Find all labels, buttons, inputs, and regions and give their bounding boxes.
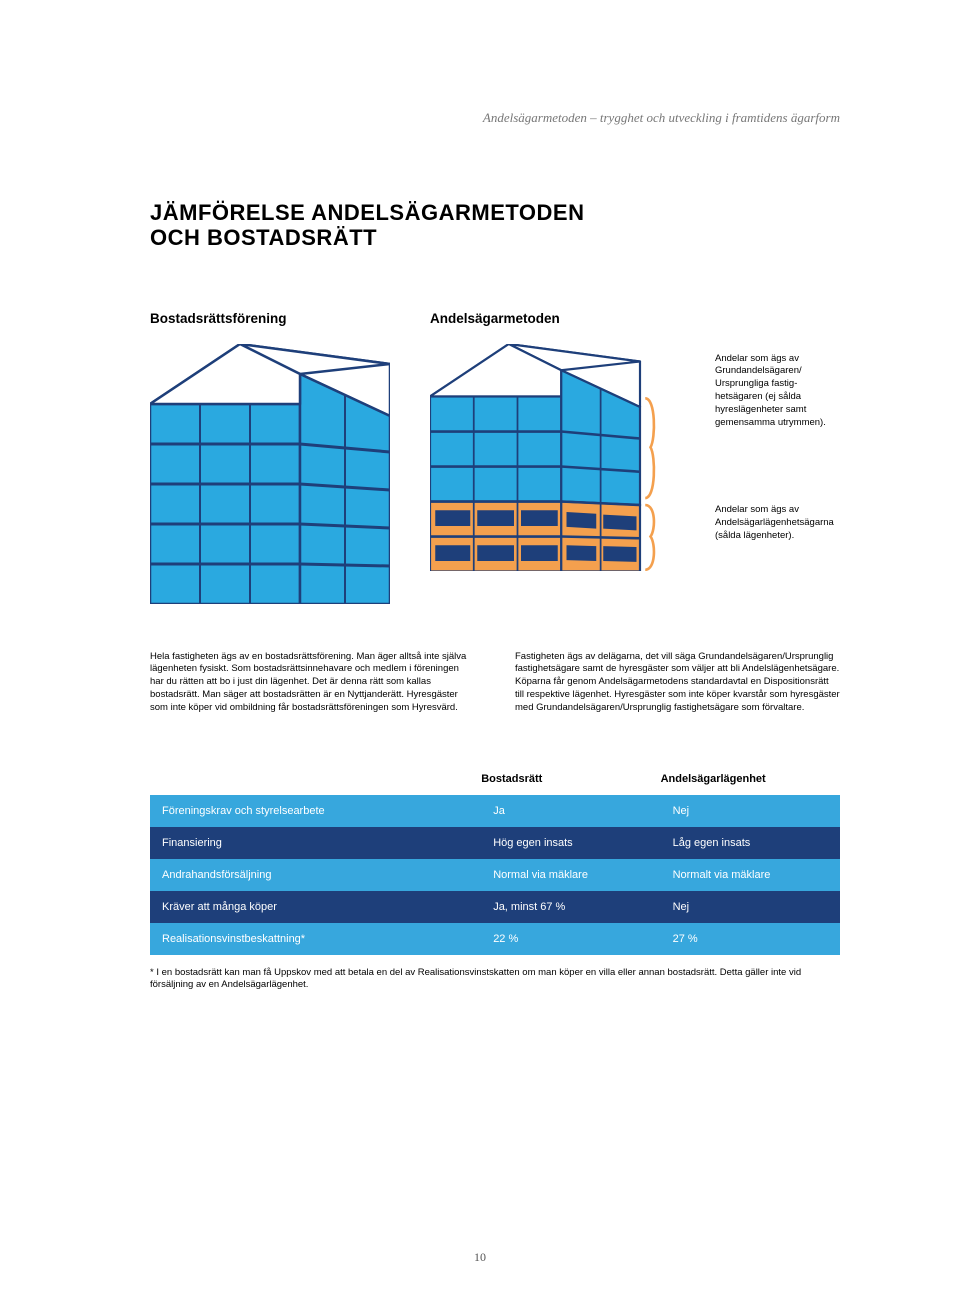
row-label: Finansiering	[150, 827, 481, 859]
table-row: Finansiering Hög egen insats Låg egen in…	[150, 827, 840, 859]
annotation-top: Andelar som ägs av Grundandelsägaren/ Ur…	[715, 353, 840, 430]
row-label: Kräver att många köper	[150, 891, 481, 923]
row-label: Föreningskrav och styrelsearbete	[150, 795, 481, 827]
row-c1: Hög egen insats	[481, 827, 660, 859]
row-c1: 22 %	[481, 923, 660, 955]
running-head: Andelsägarmetoden – trygghet och utveckl…	[483, 110, 840, 126]
building-illustration-2	[430, 344, 675, 572]
annotation-column: Andelar som ägs av Grundandelsägaren/ Ur…	[715, 311, 840, 609]
table-row: Kräver att många köper Ja, minst 67 % Ne…	[150, 891, 840, 923]
row-c1: Normal via mäklare	[481, 859, 660, 891]
col2-label: Andelsägarmetoden	[430, 311, 675, 326]
annotation-bottom: Andelar som ägs av Andelsägarlägenhets­ä…	[715, 504, 840, 542]
row-c2: Nej	[661, 795, 840, 827]
title-line-1: JÄMFÖRELSE ANDELSÄGARMETODEN	[150, 200, 584, 225]
table-footnote: * I en bostadsrätt kan man få Uppskov me…	[150, 967, 840, 993]
table-header-row: Bostadsrätt Andelsägarlägenhet	[150, 763, 840, 795]
description-right: Fastigheten ägs av delägarna, det vill s…	[515, 651, 840, 715]
comparison-table: Bostadsrätt Andelsägarlägenhet Förenings…	[150, 763, 840, 955]
row-c2: Låg egen insats	[661, 827, 840, 859]
description-left: Hela fastigheten ägs av en bostadsrättsf…	[150, 651, 475, 715]
table-head-col2: Andelsägarlägenhet	[661, 773, 840, 785]
building-illustration-1	[150, 344, 390, 604]
table-row: Andrahandsförsäljning Normal via mäklare…	[150, 859, 840, 891]
table-row: Realisationsvinstbeskattning* 22 % 27 %	[150, 923, 840, 955]
title-line-2: OCH BOSTADSRÄTT	[150, 225, 377, 250]
illustration-row: Bostadsrättsförening	[150, 311, 840, 609]
table-row: Föreningskrav och styrelsearbete Ja Nej	[150, 795, 840, 827]
description-row: Hela fastigheten ägs av en bostadsrättsf…	[150, 651, 840, 715]
table-head-col1: Bostadsrätt	[481, 773, 660, 785]
page-title: JÄMFÖRELSE ANDELSÄGARMETODEN OCH BOSTADS…	[150, 200, 840, 251]
col-bostadsratt: Bostadsrättsförening	[150, 311, 390, 609]
row-c2: Nej	[661, 891, 840, 923]
row-c2: Normalt via mäklare	[661, 859, 840, 891]
document-page: Andelsägarmetoden – trygghet och utveckl…	[0, 0, 960, 1307]
row-label: Realisationsvinstbeskattning*	[150, 923, 481, 955]
page-number: 10	[0, 1250, 960, 1265]
row-label: Andrahandsförsäljning	[150, 859, 481, 891]
row-c1: Ja, minst 67 %	[481, 891, 660, 923]
col1-label: Bostadsrättsförening	[150, 311, 390, 326]
col-andelsagar: Andelsägarmetoden	[430, 311, 675, 609]
row-c1: Ja	[481, 795, 660, 827]
row-c2: 27 %	[661, 923, 840, 955]
